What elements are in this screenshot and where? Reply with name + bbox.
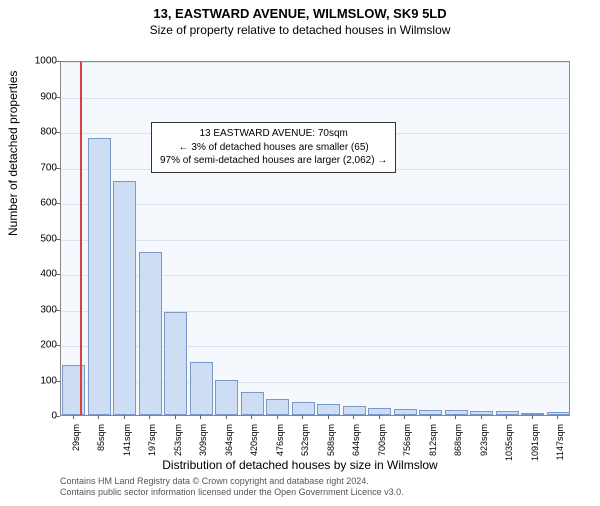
annotation-line3: 97% of semi-detached houses are larger (… bbox=[160, 154, 387, 168]
xtick-mark bbox=[481, 415, 482, 419]
page-title: 13, EASTWARD AVENUE, WILMSLOW, SK9 5LD bbox=[0, 6, 600, 21]
xtick-label: 756sqm bbox=[402, 424, 412, 456]
ytick-label: 100 bbox=[17, 375, 57, 386]
xtick-mark bbox=[200, 415, 201, 419]
reference-line bbox=[80, 62, 82, 415]
xtick-label: 1091sqm bbox=[530, 424, 540, 461]
annotation-box: 13 EASTWARD AVENUE: 70sqm ← 3% of detach… bbox=[151, 122, 396, 173]
gridline bbox=[61, 382, 569, 383]
histogram-bar bbox=[139, 252, 162, 415]
xtick-label: 29sqm bbox=[71, 424, 81, 451]
ytick-mark bbox=[55, 416, 60, 417]
xtick-mark bbox=[124, 415, 125, 419]
gridline bbox=[61, 98, 569, 99]
histogram-bar bbox=[317, 404, 340, 415]
histogram-bar bbox=[292, 402, 315, 415]
xtick-mark bbox=[379, 415, 380, 419]
xtick-label: 420sqm bbox=[249, 424, 259, 456]
xtick-mark bbox=[226, 415, 227, 419]
xtick-label: 923sqm bbox=[479, 424, 489, 456]
xtick-mark bbox=[532, 415, 533, 419]
histogram-bar bbox=[241, 392, 264, 415]
footer-line2: Contains public sector information licen… bbox=[60, 487, 404, 498]
xtick-mark bbox=[251, 415, 252, 419]
ytick-label: 700 bbox=[17, 162, 57, 173]
gridline bbox=[61, 240, 569, 241]
xtick-mark bbox=[353, 415, 354, 419]
ytick-label: 600 bbox=[17, 198, 57, 209]
xtick-mark bbox=[302, 415, 303, 419]
footer-line1: Contains HM Land Registry data © Crown c… bbox=[60, 476, 404, 487]
histogram-bar bbox=[215, 380, 238, 416]
xtick-label: 532sqm bbox=[300, 424, 310, 456]
ytick-label: 0 bbox=[17, 411, 57, 422]
xtick-mark bbox=[557, 415, 558, 419]
xtick-label: 868sqm bbox=[453, 424, 463, 456]
histogram-bar bbox=[62, 365, 85, 415]
xtick-label: 85sqm bbox=[96, 424, 106, 451]
ytick-label: 900 bbox=[17, 91, 57, 102]
xtick-label: 1147sqm bbox=[555, 424, 565, 460]
xtick-mark bbox=[149, 415, 150, 419]
histogram-bar bbox=[368, 408, 391, 415]
histogram-bar bbox=[190, 362, 213, 415]
xtick-label: 197sqm bbox=[147, 424, 157, 456]
xtick-label: 588sqm bbox=[326, 424, 336, 456]
xtick-label: 812sqm bbox=[428, 424, 438, 456]
annotation-line1: 13 EASTWARD AVENUE: 70sqm bbox=[160, 127, 387, 141]
xtick-label: 644sqm bbox=[351, 424, 361, 456]
ytick-label: 800 bbox=[17, 127, 57, 138]
gridline bbox=[61, 275, 569, 276]
gridline bbox=[61, 204, 569, 205]
xtick-label: 1035sqm bbox=[504, 424, 514, 461]
histogram-bar bbox=[113, 181, 136, 415]
ytick-label: 500 bbox=[17, 233, 57, 244]
xtick-label: 476sqm bbox=[275, 424, 285, 456]
xtick-mark bbox=[455, 415, 456, 419]
histogram-bar bbox=[343, 406, 366, 415]
footer-attribution: Contains HM Land Registry data © Crown c… bbox=[60, 476, 404, 498]
xtick-label: 700sqm bbox=[377, 424, 387, 456]
xtick-mark bbox=[404, 415, 405, 419]
xtick-mark bbox=[73, 415, 74, 419]
histogram-bar bbox=[88, 138, 111, 415]
page-subtitle: Size of property relative to detached ho… bbox=[0, 23, 600, 37]
ytick-label: 1000 bbox=[17, 56, 57, 67]
histogram-bar bbox=[164, 312, 187, 415]
xtick-mark bbox=[98, 415, 99, 419]
ytick-label: 400 bbox=[17, 269, 57, 280]
xtick-mark bbox=[277, 415, 278, 419]
gridline bbox=[61, 346, 569, 347]
xtick-mark bbox=[328, 415, 329, 419]
ytick-label: 200 bbox=[17, 340, 57, 351]
xtick-mark bbox=[430, 415, 431, 419]
ytick-label: 300 bbox=[17, 304, 57, 315]
xtick-label: 253sqm bbox=[173, 424, 183, 456]
annotation-line2: ← 3% of detached houses are smaller (65) bbox=[160, 141, 387, 155]
x-axis-label: Distribution of detached houses by size … bbox=[0, 458, 600, 472]
histogram-bar bbox=[266, 399, 289, 415]
xtick-mark bbox=[506, 415, 507, 419]
xtick-label: 364sqm bbox=[224, 424, 234, 456]
gridline bbox=[61, 311, 569, 312]
xtick-label: 141sqm bbox=[122, 424, 132, 456]
xtick-label: 309sqm bbox=[198, 424, 208, 456]
histogram-plot: 13 EASTWARD AVENUE: 70sqm ← 3% of detach… bbox=[60, 61, 570, 416]
xtick-mark bbox=[175, 415, 176, 419]
gridline bbox=[61, 62, 569, 63]
